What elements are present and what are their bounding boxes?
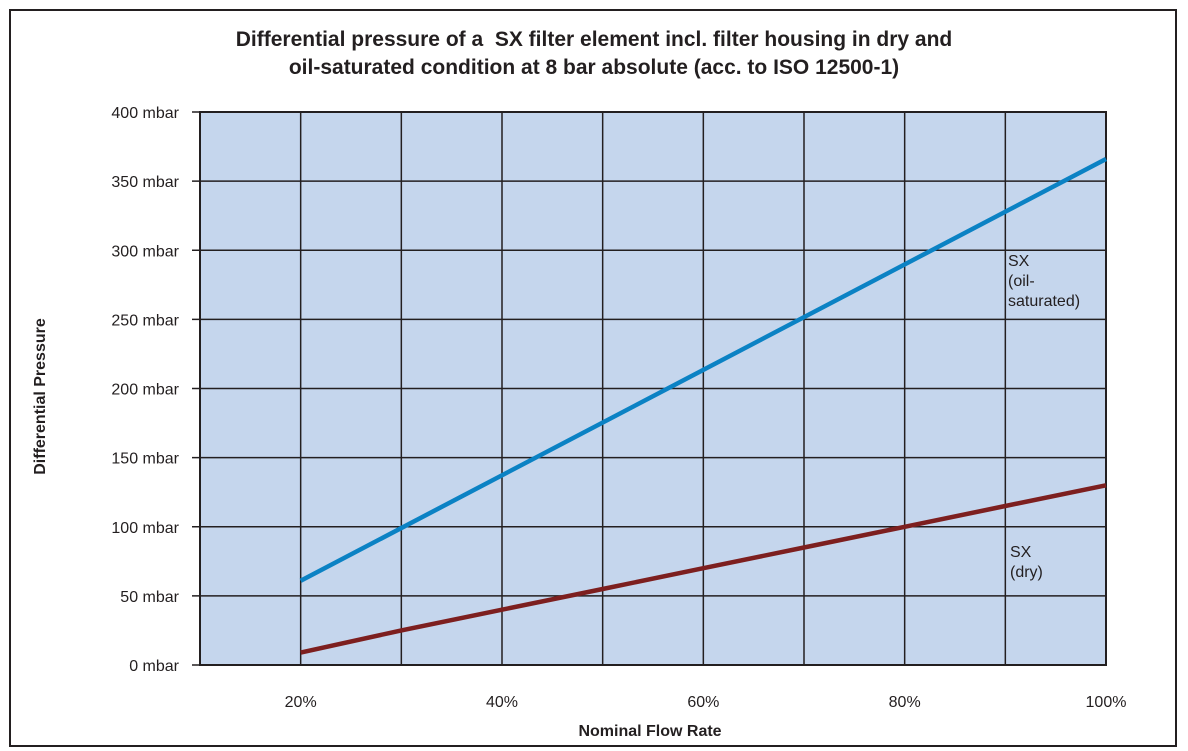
- y-tick-label: 150 mbar: [111, 451, 179, 468]
- x-tick-label: 100%: [1086, 694, 1127, 711]
- series-label-oil-saturated: SX (oil-saturated): [1008, 253, 1080, 310]
- series-line-dry: [300, 483, 1107, 655]
- series-label-line: (oil-: [1008, 273, 1035, 290]
- y-axis-title: Differential Pressure: [32, 318, 49, 475]
- y-tick-label: 300 mbar: [111, 243, 179, 260]
- series-label-line: SX: [1008, 253, 1030, 270]
- y-tick-label: 200 mbar: [111, 382, 179, 399]
- series-line-oil-saturated: [299, 157, 1108, 583]
- x-tick-label: 20%: [285, 694, 317, 711]
- chart-title-line-1: Differential pressure of a SX filter ele…: [235, 28, 953, 51]
- y-tick-label: 250 mbar: [111, 312, 179, 329]
- chart-title-line-2: oil-saturated condition at 8 bar absolut…: [288, 56, 900, 79]
- y-tick-label: 0 mbar: [129, 658, 179, 675]
- series-label-dry: SX (dry): [1010, 544, 1043, 581]
- y-tick-label: 400 mbar: [111, 105, 179, 122]
- y-tick-label: 50 mbar: [120, 589, 179, 606]
- y-tick-label: 100 mbar: [111, 520, 179, 537]
- chart-title: Differential pressure of a SX filter ele…: [0, 26, 1188, 82]
- x-tick-label: 60%: [687, 694, 719, 711]
- series-label-line: SX: [1010, 544, 1032, 561]
- x-axis-title: Nominal Flow Rate: [578, 723, 721, 740]
- x-tick-label: 80%: [889, 694, 921, 711]
- x-tick-label: 40%: [486, 694, 518, 711]
- series-label-line: (dry): [1010, 564, 1043, 581]
- series-label-line: saturated): [1008, 293, 1080, 310]
- y-tick-label: 350 mbar: [111, 174, 179, 191]
